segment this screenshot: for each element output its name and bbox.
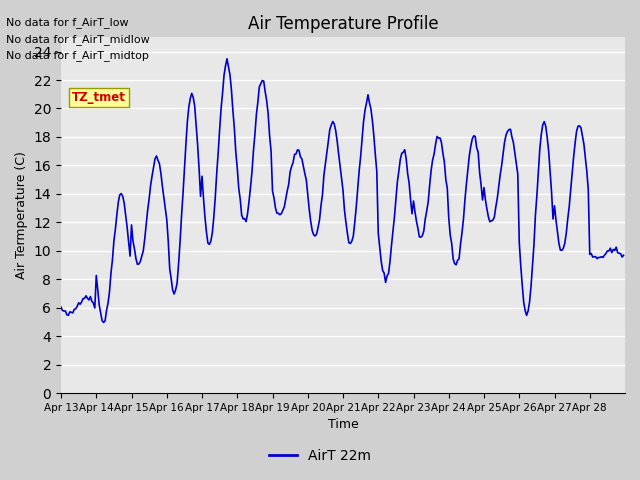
- Text: No data for f_AirT_midlow: No data for f_AirT_midlow: [6, 34, 150, 45]
- Text: No data for f_AirT_midtop: No data for f_AirT_midtop: [6, 50, 149, 61]
- Y-axis label: Air Termperature (C): Air Termperature (C): [15, 151, 28, 279]
- Legend: AirT 22m: AirT 22m: [264, 443, 376, 468]
- Text: TZ_tmet: TZ_tmet: [72, 91, 126, 104]
- Text: No data for f_AirT_low: No data for f_AirT_low: [6, 17, 129, 28]
- Title: Air Temperature Profile: Air Temperature Profile: [248, 15, 438, 33]
- X-axis label: Time: Time: [328, 419, 358, 432]
